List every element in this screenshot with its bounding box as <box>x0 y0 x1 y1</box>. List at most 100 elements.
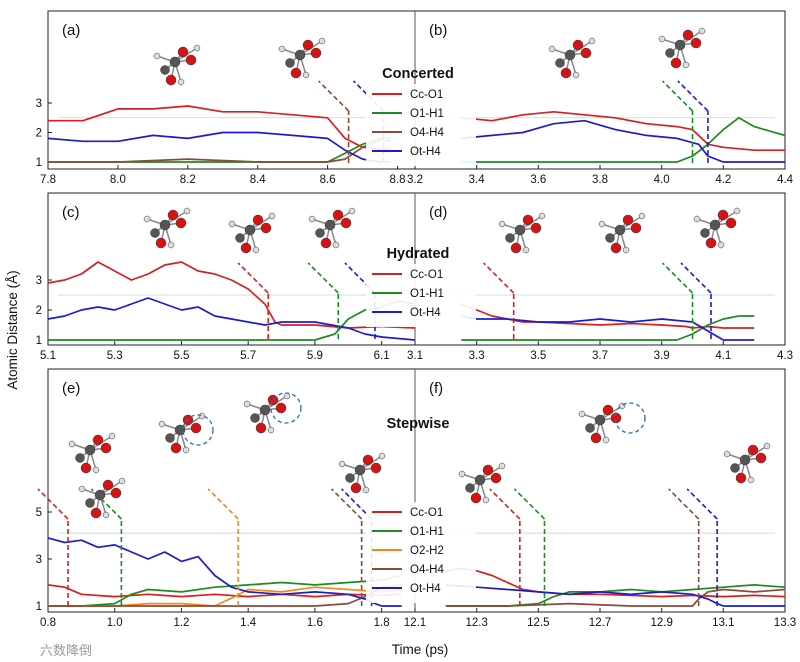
x-tick-label: 5.5 <box>173 350 189 362</box>
x-tick-label: 8.0 <box>110 174 126 186</box>
series-line-ot-h4 <box>445 584 785 607</box>
series-line-o1-h1 <box>48 574 402 607</box>
legend-label: Cc-O1 <box>410 89 443 101</box>
molecule-icon <box>693 207 741 249</box>
x-tick-label: 12.3 <box>465 617 487 629</box>
event-pointer <box>341 488 373 520</box>
row-frame-3 <box>47 368 786 613</box>
event-pointer <box>483 262 515 294</box>
x-tick-label: 4.1 <box>715 350 731 362</box>
x-tick-label: 1.0 <box>107 617 123 629</box>
legend-label: Ot-H4 <box>410 307 441 319</box>
x-tick-label: 6.1 <box>374 350 390 362</box>
x-tick-label: 3.3 <box>469 350 485 362</box>
x-tick-label: 5.9 <box>307 350 323 362</box>
highlight-circle <box>614 402 646 434</box>
x-tick-label: 4.2 <box>715 174 731 186</box>
panel-label: (c) <box>62 204 80 221</box>
y-axis-title: Atomic Distance (Å) <box>5 270 20 389</box>
x-tick-label: 3.6 <box>530 174 546 186</box>
legend-row-1: Cc-O1 O1-H1 O4-H4 Ot-H4 <box>366 84 476 166</box>
y-tick-label: 3 <box>36 98 42 110</box>
x-tick-label: 1.6 <box>307 617 323 629</box>
x-tick-label: 3.5 <box>530 350 546 362</box>
legend-label: O1-H1 <box>410 526 444 538</box>
molecule-icon <box>723 442 771 484</box>
series-line-ot-h4 <box>47 297 416 341</box>
row-frame-2 <box>47 192 786 346</box>
panel-a: (a) 7.8 8.0 8.2 8.4 8.6 8.8 1 2 3 <box>36 22 406 186</box>
series-line-o4-h4 <box>445 588 786 607</box>
panel-label: (e) <box>62 380 80 397</box>
series-line-ot-h4 <box>47 131 391 163</box>
y-tick-label: 1 <box>36 157 42 169</box>
y-tick-label: 2 <box>36 305 42 317</box>
highlight-circle <box>270 392 302 424</box>
event-pointer <box>307 262 339 294</box>
x-tick-label: 4.4 <box>777 174 794 186</box>
series-line-o1-h1 <box>445 584 786 607</box>
x-tick-label: 8.8 <box>390 174 406 186</box>
x-tick-label: 12.5 <box>527 617 549 629</box>
row-title-concerted: Concerted <box>382 66 454 82</box>
molecule-icon <box>228 212 276 254</box>
x-tick-label: 0.8 <box>40 617 56 629</box>
x-tick-label: 3.8 <box>592 174 608 186</box>
molecule-icon <box>68 432 116 474</box>
x-tick-label: 1.8 <box>374 617 390 629</box>
panel-label: (a) <box>62 22 80 39</box>
series-line-ot-h4 <box>47 537 402 607</box>
panel-label: (b) <box>429 22 447 39</box>
series-line-o4-h4 <box>48 139 391 163</box>
series-line-cc-o1 <box>460 303 755 329</box>
series-line-o1-h1 <box>461 315 755 341</box>
legend-label: O1-H1 <box>410 108 444 120</box>
molecule-icon <box>308 207 356 249</box>
x-tick-label: 4.0 <box>654 174 670 186</box>
molecule-icon <box>143 207 191 249</box>
legend-label: Cc-O1 <box>410 269 443 281</box>
y-tick-label: 5 <box>36 507 42 519</box>
series-line-o1-h1 <box>461 116 786 163</box>
x-tick-label: 3.9 <box>654 350 670 362</box>
panel-b: (b) 3.2 3.4 3.6 3.8 4.0 4.2 4.4 <box>407 22 794 186</box>
x-tick-label: 3.4 <box>469 174 486 186</box>
event-pointer <box>331 488 363 520</box>
plot-area: (a) 7.8 8.0 8.2 8.4 8.6 8.8 1 2 3 (b) 3.2 3.4 3.6 3.8 4… <box>36 22 797 629</box>
molecule-icon <box>338 452 386 494</box>
x-tick-label: 3.1 <box>407 350 423 362</box>
panel-d: (d) 3.1 3.3 3.5 3.7 3.9 4.1 4.3 <box>407 204 793 362</box>
x-tick-label: 1.4 <box>240 617 257 629</box>
molecule-icon <box>153 44 201 86</box>
event-pointer <box>668 488 700 520</box>
legend-box <box>366 84 476 166</box>
event-pointer <box>37 488 69 520</box>
legend-box <box>366 502 476 603</box>
series-line-cc-o1 <box>48 105 391 150</box>
x-tick-label: 8.2 <box>180 174 196 186</box>
x-tick-label: 8.6 <box>320 174 336 186</box>
event-pointer <box>344 262 376 294</box>
event-pointer <box>661 80 694 112</box>
y-tick-label: 1 <box>36 335 42 347</box>
molecule-icon <box>498 212 546 254</box>
molecule-icon <box>158 412 206 454</box>
highlight-circle <box>182 414 214 446</box>
event-pointer <box>661 262 694 294</box>
molecule-icon <box>458 462 506 504</box>
panel-c: (c) 5.1 5.3 5.5 5.7 5.9 6.1 1 2 3 <box>36 204 416 362</box>
event-pointer <box>352 80 385 112</box>
x-tick-label: 3.7 <box>592 350 608 362</box>
molecule-icon <box>243 392 291 434</box>
x-tick-label: 7.8 <box>40 174 56 186</box>
legend-label: Ot-H4 <box>410 146 441 158</box>
x-tick-label: 4.3 <box>777 350 793 362</box>
event-pointer <box>680 262 712 294</box>
legends: Cc-O1O1-H1O4-H4Ot-H4Cc-O1O1-H1Ot-H4Cc-O1… <box>366 84 476 603</box>
molecule-illustrations <box>68 27 771 519</box>
event-pointer <box>489 488 521 520</box>
x-tick-label: 12.7 <box>589 617 611 629</box>
event-pointer <box>513 488 546 520</box>
x-tick-label: 5.7 <box>240 350 256 362</box>
